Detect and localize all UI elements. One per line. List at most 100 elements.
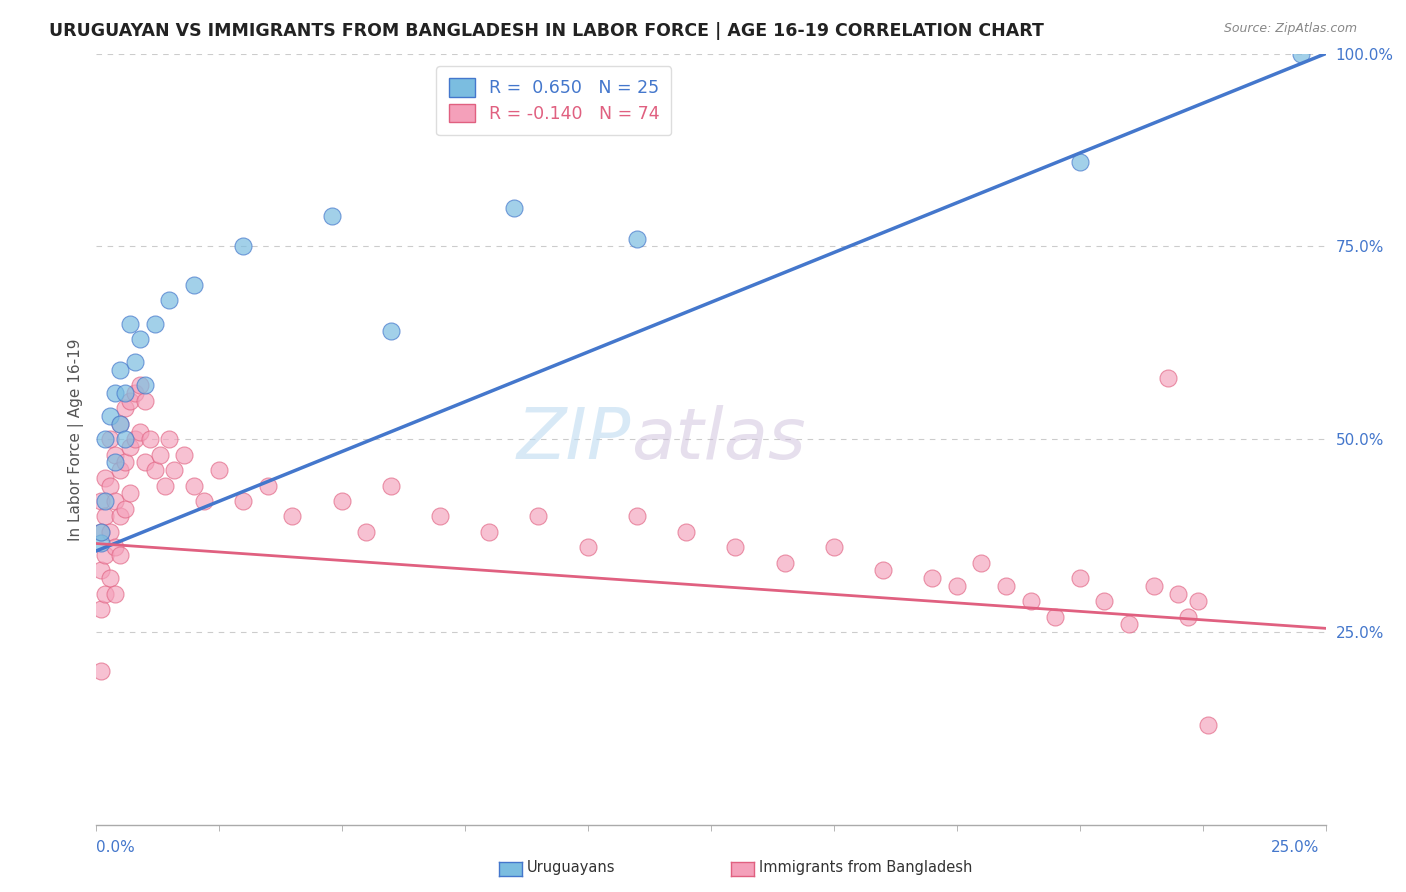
Point bbox=[110, 548, 132, 562]
Text: 0.0%: 0.0% bbox=[96, 840, 135, 855]
Point bbox=[232, 494, 254, 508]
Text: ZIP: ZIP bbox=[516, 405, 631, 474]
Point bbox=[129, 332, 152, 346]
Point bbox=[208, 463, 231, 477]
Point bbox=[104, 448, 127, 462]
Point bbox=[104, 455, 127, 469]
Point bbox=[872, 564, 894, 578]
Point bbox=[114, 401, 136, 416]
Point bbox=[94, 509, 117, 524]
Legend: R =  0.650   N = 25, R = -0.140   N = 74: R = 0.650 N = 25, R = -0.140 N = 74 bbox=[436, 66, 671, 135]
Point bbox=[90, 524, 112, 539]
Point bbox=[114, 386, 136, 401]
Point bbox=[110, 463, 132, 477]
Point bbox=[110, 417, 132, 431]
Point bbox=[527, 509, 550, 524]
Point bbox=[1291, 46, 1313, 61]
Point bbox=[1045, 609, 1067, 624]
Point bbox=[1069, 571, 1091, 585]
Point bbox=[149, 448, 172, 462]
Point bbox=[129, 378, 152, 392]
Point bbox=[114, 455, 136, 469]
Point bbox=[1167, 587, 1189, 601]
Point bbox=[134, 455, 156, 469]
Point bbox=[1143, 579, 1166, 593]
Point bbox=[159, 433, 180, 447]
Point bbox=[124, 355, 146, 369]
Point bbox=[134, 393, 156, 408]
Point bbox=[90, 536, 112, 550]
Point bbox=[429, 509, 451, 524]
Point bbox=[173, 448, 195, 462]
Point bbox=[104, 494, 127, 508]
Point bbox=[1187, 594, 1209, 608]
Text: atlas: atlas bbox=[631, 405, 806, 474]
Point bbox=[183, 278, 205, 293]
Point bbox=[823, 541, 845, 555]
Point bbox=[124, 386, 146, 401]
Point bbox=[1069, 154, 1091, 169]
Point bbox=[120, 317, 141, 331]
Point bbox=[120, 486, 141, 500]
Text: Source: ZipAtlas.com: Source: ZipAtlas.com bbox=[1223, 22, 1357, 36]
Point bbox=[104, 587, 127, 601]
Point bbox=[478, 524, 501, 539]
Point bbox=[129, 425, 152, 439]
Point bbox=[183, 478, 205, 492]
Point bbox=[94, 494, 117, 508]
Point bbox=[120, 393, 141, 408]
Point bbox=[134, 378, 156, 392]
Point bbox=[970, 556, 993, 570]
Point bbox=[257, 478, 280, 492]
Point bbox=[626, 232, 648, 246]
Point bbox=[98, 571, 122, 585]
Point bbox=[159, 293, 180, 308]
Point bbox=[354, 524, 377, 539]
Point bbox=[143, 463, 166, 477]
Point bbox=[995, 579, 1018, 593]
Point bbox=[104, 541, 127, 555]
Point bbox=[114, 433, 136, 447]
Point bbox=[1157, 370, 1180, 384]
Text: URUGUAYAN VS IMMIGRANTS FROM BANGLADESH IN LABOR FORCE | AGE 16-19 CORRELATION C: URUGUAYAN VS IMMIGRANTS FROM BANGLADESH … bbox=[49, 22, 1045, 40]
Text: Uruguayans: Uruguayans bbox=[527, 860, 616, 874]
Point bbox=[773, 556, 796, 570]
Point bbox=[114, 501, 136, 516]
Point bbox=[232, 239, 254, 253]
Point bbox=[143, 317, 166, 331]
Point bbox=[1118, 617, 1140, 632]
Point bbox=[1197, 718, 1219, 732]
Point bbox=[94, 548, 117, 562]
Point bbox=[94, 471, 117, 485]
Point bbox=[153, 478, 176, 492]
Point bbox=[576, 541, 599, 555]
Text: Immigrants from Bangladesh: Immigrants from Bangladesh bbox=[759, 860, 973, 874]
Y-axis label: In Labor Force | Age 16-19: In Labor Force | Age 16-19 bbox=[69, 338, 84, 541]
Point bbox=[724, 541, 747, 555]
Point bbox=[921, 571, 943, 585]
Point bbox=[90, 602, 112, 616]
Point bbox=[90, 664, 112, 678]
Point bbox=[626, 509, 648, 524]
Point bbox=[90, 524, 112, 539]
Point bbox=[163, 463, 186, 477]
Point bbox=[675, 524, 697, 539]
Point bbox=[380, 324, 402, 338]
Point bbox=[110, 363, 132, 377]
Text: 25.0%: 25.0% bbox=[1271, 840, 1319, 855]
Point bbox=[90, 564, 112, 578]
Point bbox=[1094, 594, 1116, 608]
Point bbox=[98, 409, 122, 424]
Point bbox=[281, 509, 304, 524]
Point bbox=[120, 440, 141, 454]
Point bbox=[98, 478, 122, 492]
Point bbox=[138, 433, 162, 447]
Point bbox=[98, 433, 122, 447]
Point bbox=[193, 494, 215, 508]
Point bbox=[110, 417, 132, 431]
Point bbox=[104, 386, 127, 401]
Point bbox=[503, 201, 526, 215]
Point bbox=[1177, 609, 1199, 624]
Point bbox=[94, 433, 117, 447]
Point bbox=[90, 494, 112, 508]
